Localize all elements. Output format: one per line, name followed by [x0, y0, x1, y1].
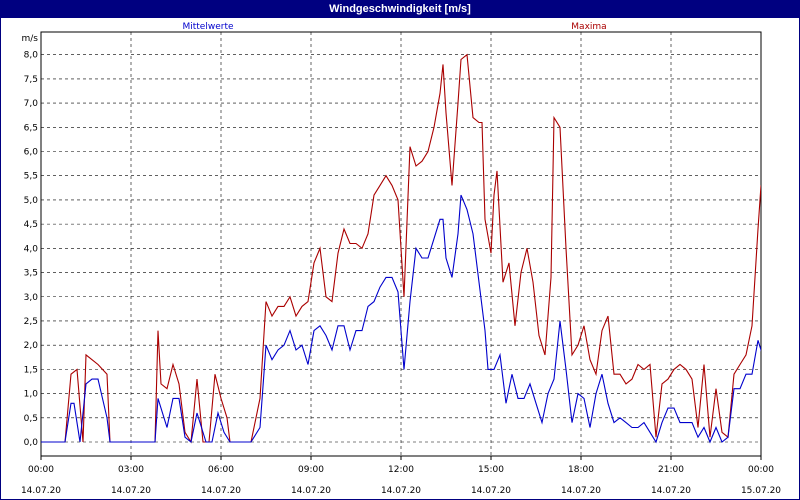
x-tick-time: 00:00: [748, 465, 774, 475]
series-line-maxima: [41, 53, 761, 444]
series-line-mittelwerte: [41, 194, 761, 444]
x-tick-time: 06:00: [208, 465, 234, 475]
x-tick-time: 15:00: [478, 465, 504, 475]
axes: 0,0 0,5 1,0 1,5 2,0 2,5 3,0 3,5 4,0 4,5 5,0 5,5 6,0 6…: [21, 34, 781, 496]
y-tick-label: 6,5: [24, 123, 38, 133]
wind-speed-chart: 0,0 0,5 1,0 1,5 2,0 2,5 3,0 3,5 4,0 4,5 5,0 5,5 6,0 6…: [21, 22, 781, 496]
x-tick-date: 14.07.20: [561, 486, 601, 496]
x-tick-time: 03:00: [118, 465, 144, 475]
x-tick-time: 18:00: [568, 465, 594, 475]
series-lines: [41, 53, 761, 444]
y-tick-label: 5,5: [24, 172, 38, 182]
x-tick-date: 14.07.20: [471, 486, 511, 496]
x-tick-time: 12:00: [388, 465, 414, 475]
y-tick-label: 1,0: [24, 390, 39, 400]
x-tick-date: 14.07.20: [381, 486, 421, 496]
y-tick-label: 3,0: [24, 293, 39, 303]
x-tick-time: 00:00: [28, 465, 54, 475]
chart-title: Windgeschwindigkeit [m/s]: [1, 1, 799, 18]
x-tick-date: 14.07.20: [21, 486, 61, 496]
x-tick-date: 14.07.20: [201, 486, 241, 496]
legend-maxima: Maxima: [571, 22, 606, 32]
y-tick-label: 0,0: [24, 438, 39, 448]
y-tick-label: 4,5: [24, 220, 38, 230]
y-tick-label: 5,0: [24, 196, 39, 206]
y-tick-label: 8,0: [24, 51, 39, 61]
y-tick-label: 6,0: [24, 148, 39, 158]
x-tick-date: 15.07.20: [741, 486, 781, 496]
y-tick-label: 7,0: [24, 99, 39, 109]
y-axis-label: m/s: [22, 34, 39, 44]
legend-mittelwerte: Mittelwerte: [182, 22, 233, 32]
x-tick-time: 09:00: [298, 465, 324, 475]
x-tick-date: 14.07.20: [291, 486, 331, 496]
y-tick-label: 2,0: [24, 341, 39, 351]
legend: Mittelwerte Maxima: [182, 22, 606, 32]
x-tick-date: 14.07.20: [111, 486, 151, 496]
grid: [40, 31, 762, 457]
y-tick-label: 3,5: [24, 269, 38, 279]
y-tick-label: 7,5: [24, 75, 38, 85]
y-tick-label: 4,0: [24, 244, 39, 254]
x-tick-date: 14.07.20: [651, 486, 691, 496]
x-tick-time: 21:00: [658, 465, 684, 475]
y-tick-label: 0,5: [24, 414, 38, 424]
y-tick-label: 1,5: [24, 365, 38, 375]
y-tick-label: 2,5: [24, 317, 38, 327]
